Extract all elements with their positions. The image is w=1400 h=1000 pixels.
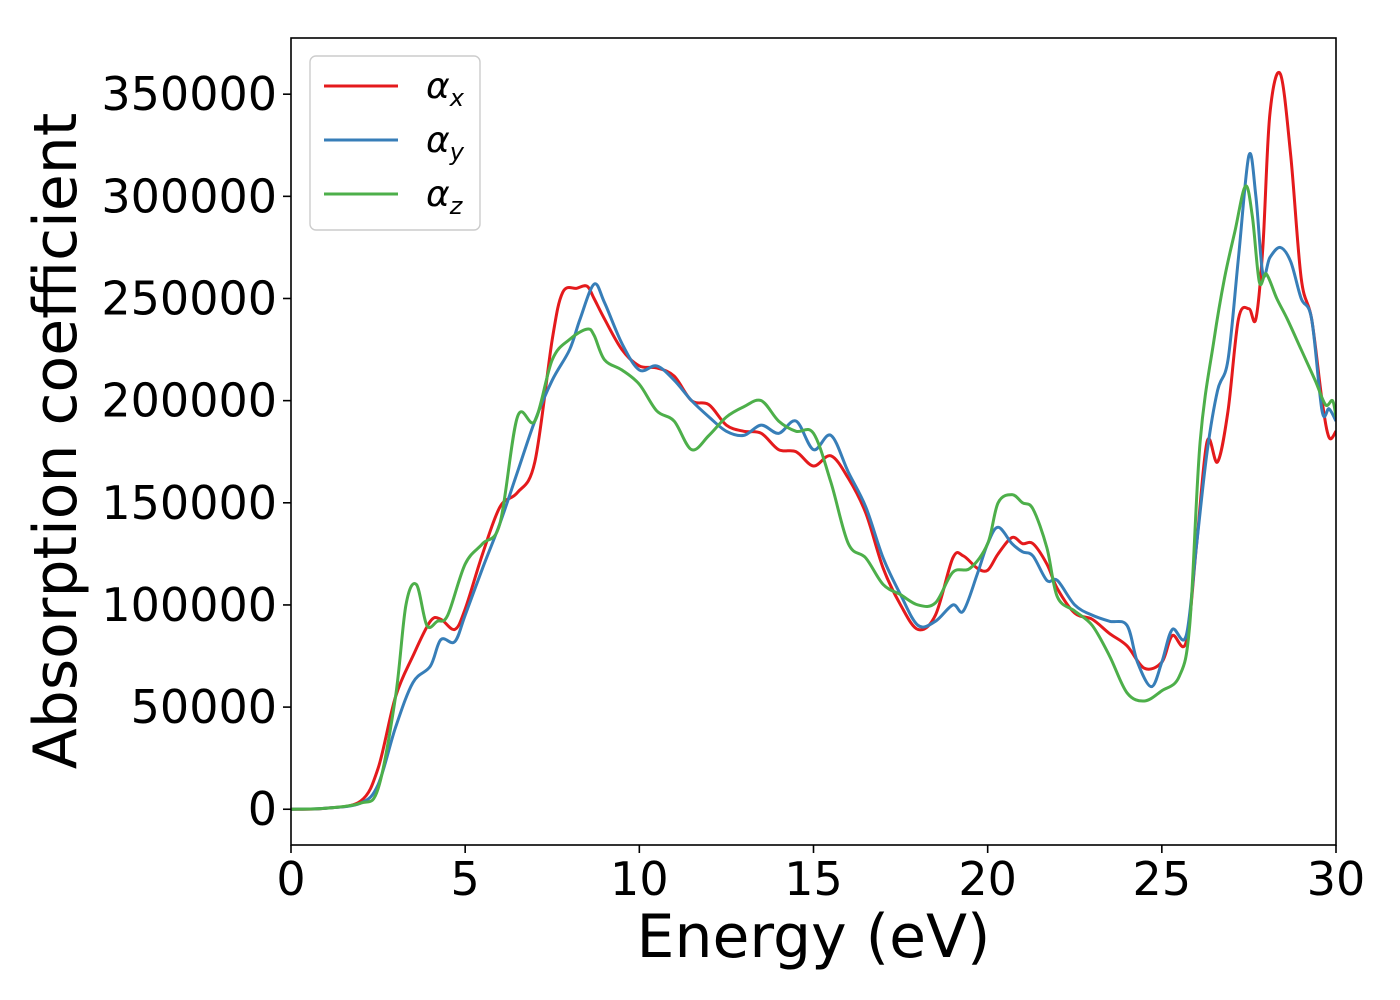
x-tick-label: 5 [451, 852, 480, 906]
x-axis-ticks: 0 5 10 15 20 25 30 [276, 845, 1365, 906]
series-line-z [291, 184, 1336, 811]
legend-box [309, 55, 481, 231]
x-axis-label: Energy (eV) [637, 902, 991, 972]
y-tick-label: 50000 [131, 680, 277, 734]
x-tick-label: 0 [276, 852, 305, 906]
x-tick-label: 30 [1307, 852, 1366, 906]
x-tick-label: 15 [784, 852, 843, 906]
y-tick-label: 300000 [101, 169, 277, 223]
series-line-x [291, 70, 1336, 811]
y-axis-label: Absorption coefficient [21, 113, 91, 770]
x-tick-label: 25 [1133, 852, 1192, 906]
y-tick-label: 200000 [101, 374, 277, 428]
y-tick-label: 100000 [101, 578, 277, 632]
series-line-y [291, 151, 1336, 811]
y-tick-label: 250000 [101, 271, 277, 325]
y-tick-label: 0 [248, 782, 277, 836]
y-tick-label: 350000 [101, 67, 277, 121]
series-layer [291, 70, 1336, 811]
x-tick-label: 10 [610, 852, 669, 906]
y-tick-label: 150000 [101, 476, 277, 530]
y-axis-ticks: 0 50000 100000 150000 200000 250000 300000 3500… [101, 67, 291, 836]
x-tick-label: 20 [958, 852, 1017, 906]
